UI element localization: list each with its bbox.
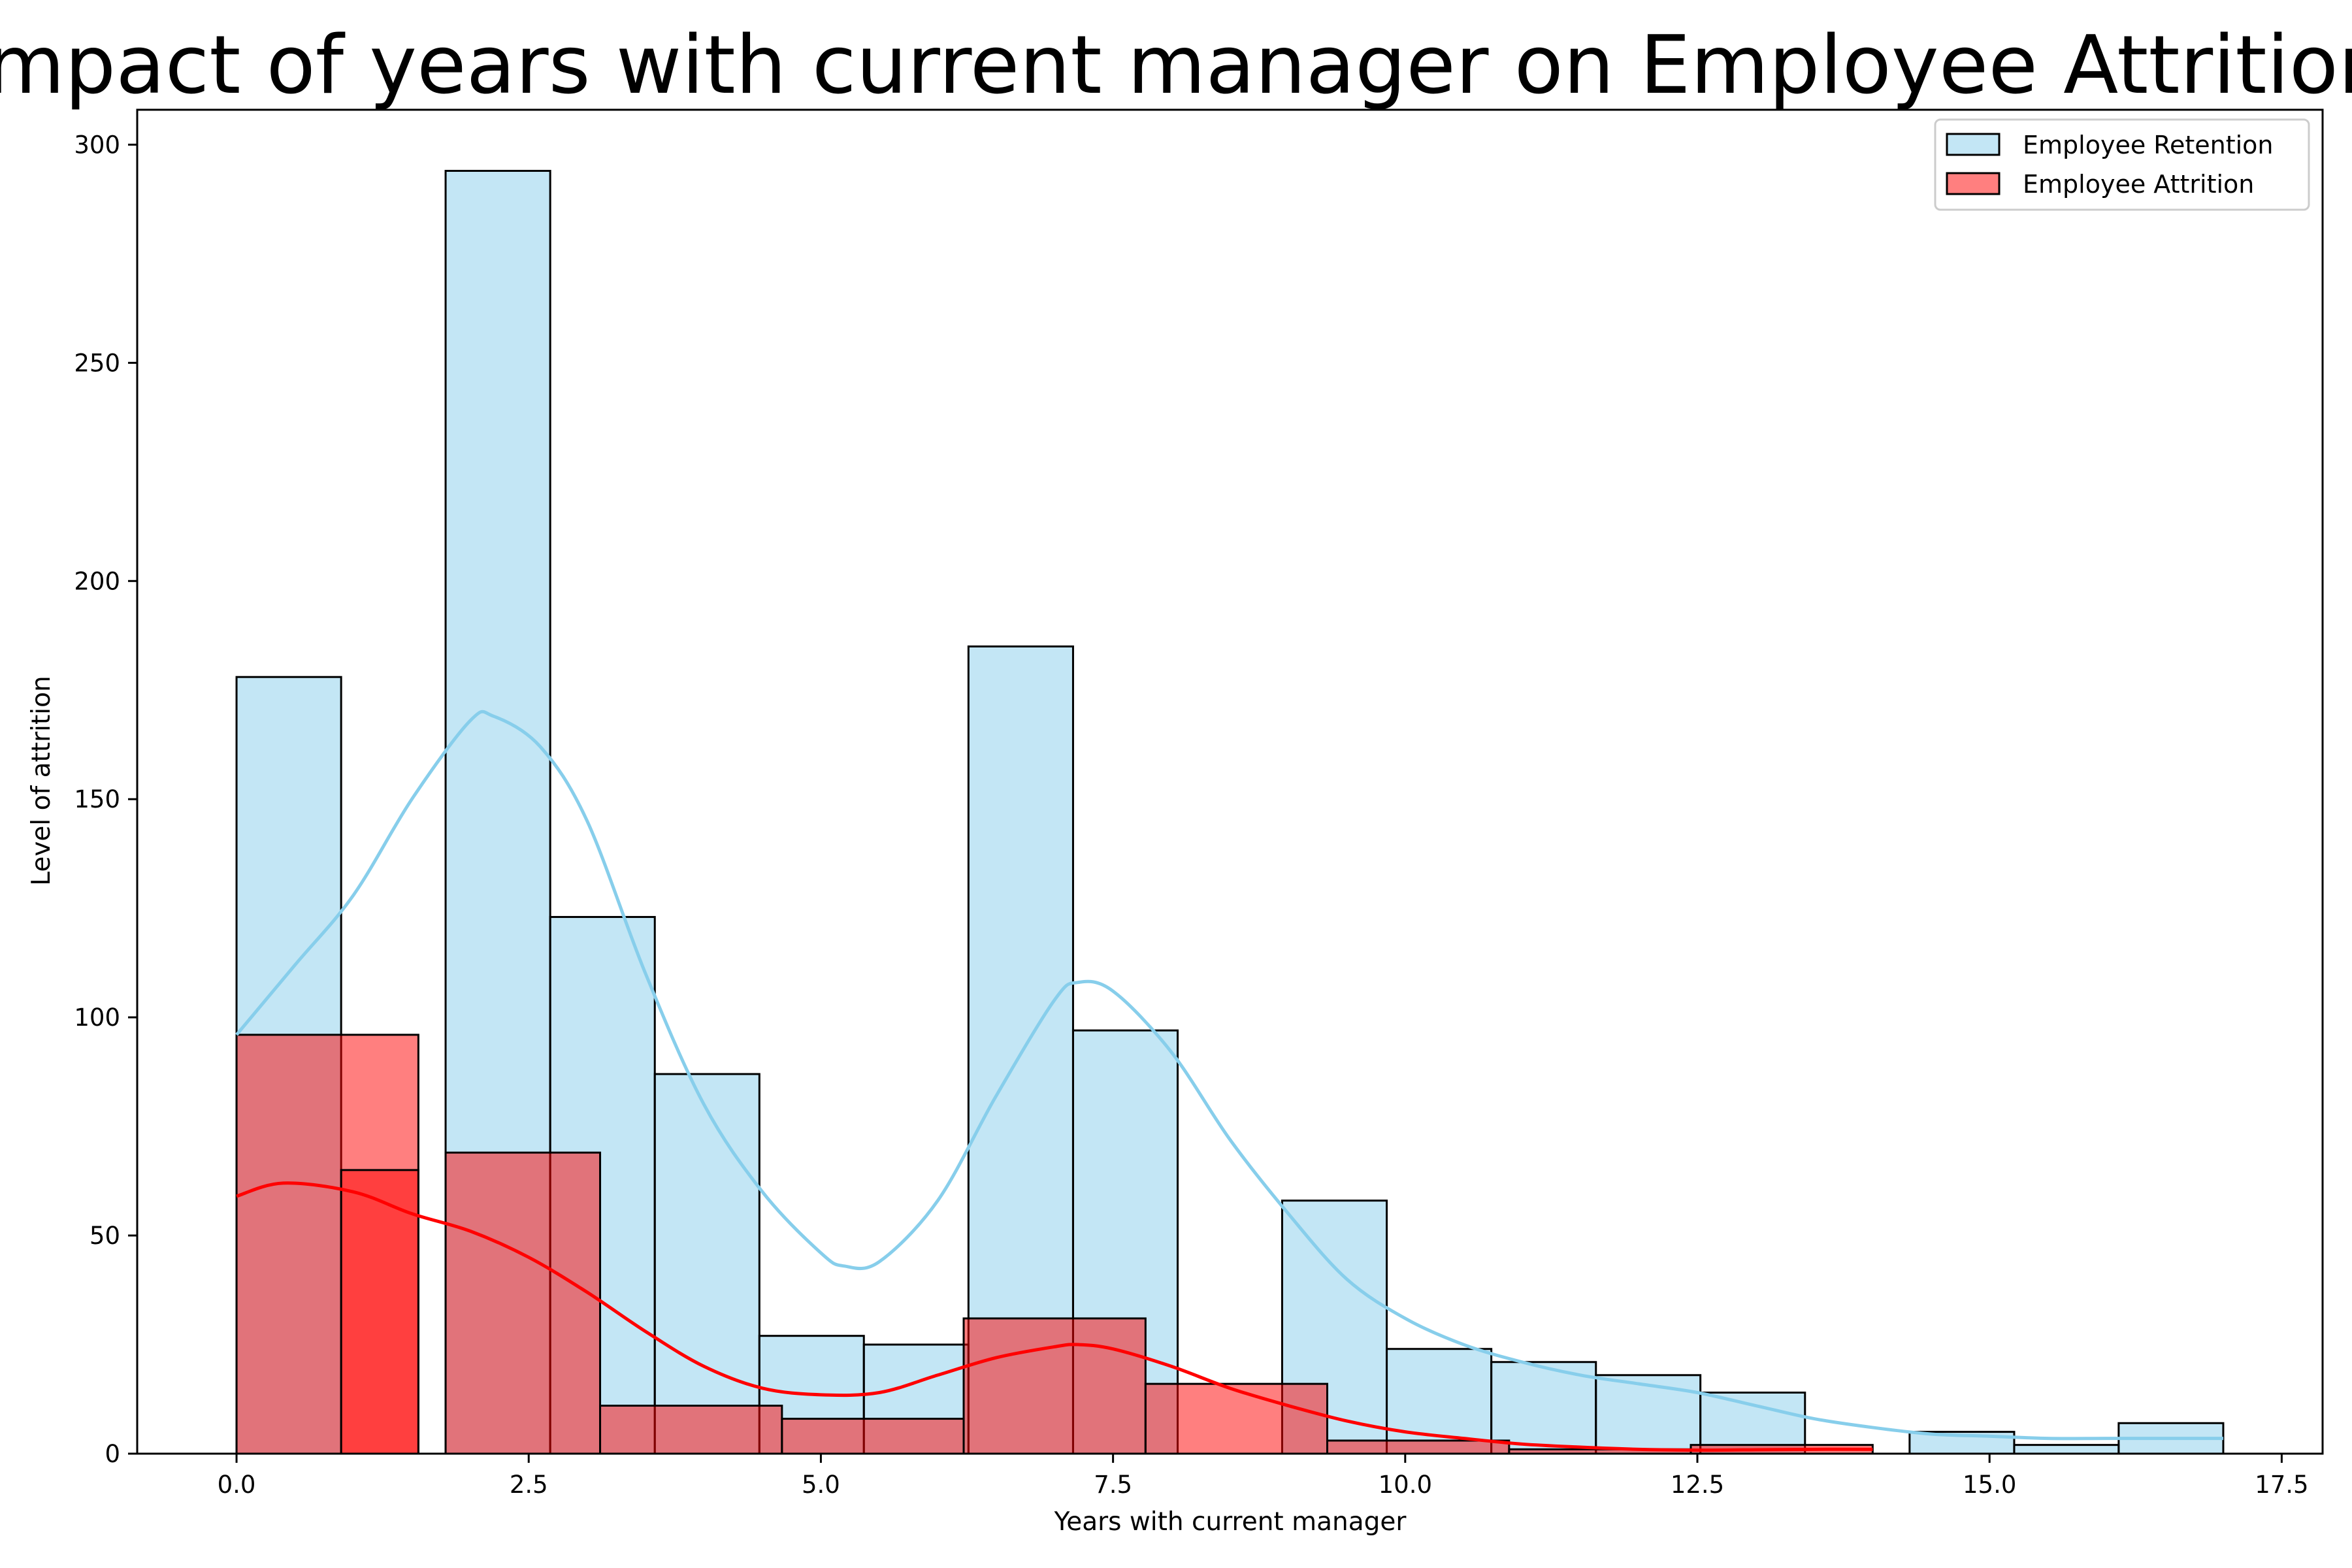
legend-item-employee-retention: Employee Retention (1946, 131, 2274, 159)
kde-layer (235, 710, 2223, 1452)
employee-attrition-bar (599, 1405, 783, 1455)
employee-attrition-bar (962, 1317, 1147, 1455)
chart-title: Impact of years with current manager on … (0, 19, 2352, 112)
axes-layer: 0.0 2.5 5.0 7.5 10.0 12.5 15.0 17.5 0 50 100 150 200… (74, 108, 2324, 1499)
legend-label: Employee Retention (2023, 131, 2274, 159)
y-tick-label: 50 (90, 1222, 120, 1250)
employee-attrition-bar (1144, 1382, 1329, 1455)
legend-item-employee-attrition: Employee Attrition (1946, 170, 2254, 199)
employee-attrition-bar (1326, 1439, 1511, 1455)
x-tick-label: 7.5 (1094, 1471, 1132, 1499)
employee-attrition-bar (340, 1169, 419, 1455)
legend-label: Employee Attrition (2023, 170, 2254, 199)
x-tick-label: 12.5 (1671, 1471, 1724, 1499)
employee-retention-bar (1386, 1348, 1493, 1455)
employee-retention-kde-line (235, 710, 2223, 1441)
employee-attrition-kde-line (236, 1181, 1873, 1452)
employee-retention-bar (2013, 1444, 2120, 1455)
plot-frame (136, 108, 2324, 1455)
x-tick-label: 2.5 (510, 1471, 548, 1499)
x-tick-label: 5.0 (802, 1471, 840, 1499)
y-tick-label: 250 (74, 349, 120, 377)
legend-box (1934, 118, 2310, 211)
y-tick-label: 0 (105, 1440, 120, 1468)
legend: Employee Retention Employee Attrition (1934, 118, 2310, 211)
x-tick-label: 10.0 (1379, 1471, 1432, 1499)
legend-swatch (1946, 133, 2001, 156)
x-tick-label: 15.0 (1963, 1471, 2016, 1499)
employee-attrition-bar (781, 1418, 965, 1455)
legend-swatch (1946, 172, 2001, 195)
y-tick-label: 150 (74, 785, 120, 813)
y-axis-label: Level of attrition (27, 676, 56, 885)
x-tick-label: 0.0 (218, 1471, 256, 1499)
y-tick-label: 200 (74, 567, 120, 595)
employee-retention-bar (1595, 1374, 1702, 1455)
y-tick-label: 300 (74, 131, 120, 159)
x-tick-label: 17.5 (2255, 1471, 2308, 1499)
y-tick-label: 100 (74, 1004, 120, 1032)
employee-retention-bar (653, 1073, 760, 1455)
bars-layer (235, 170, 2225, 1455)
x-axis-label: Years with current manager (1054, 1507, 1407, 1537)
employee-attrition-bar (444, 1151, 602, 1455)
